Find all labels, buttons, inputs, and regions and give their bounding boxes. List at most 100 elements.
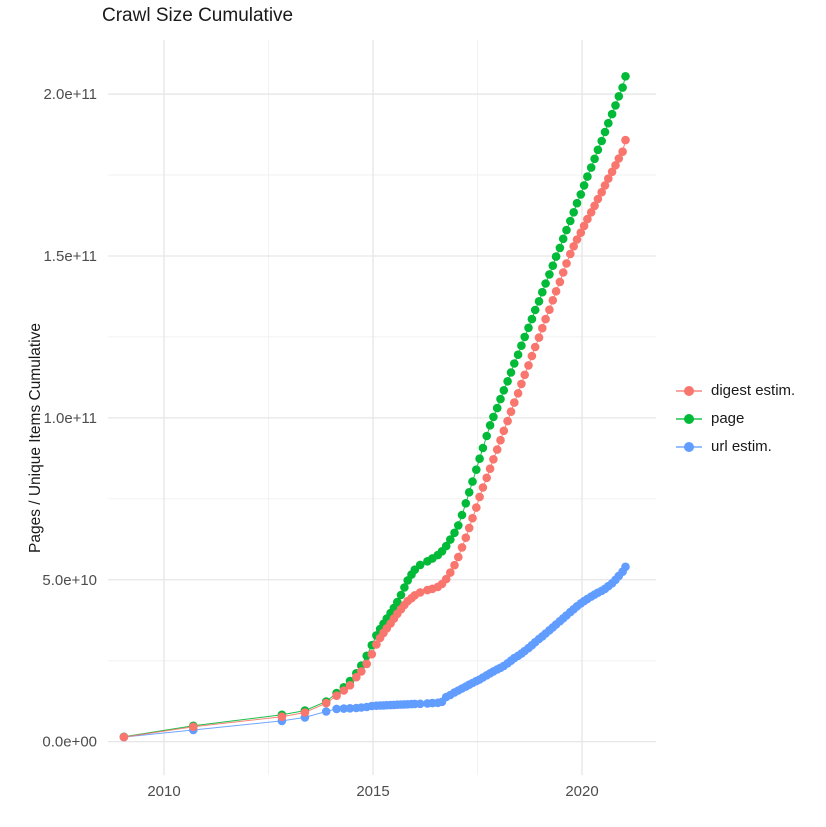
data-point: [482, 431, 492, 441]
data-point: [457, 543, 467, 552]
y-tick-label: 1.0e+11: [43, 410, 97, 427]
data-point: [527, 351, 537, 361]
chart-title: Crawl Size Cumulative: [102, 5, 294, 26]
data-point: [621, 72, 630, 81]
data-point: [478, 483, 488, 492]
legend-key-icon: [676, 381, 702, 400]
data-point: [506, 407, 516, 417]
data-point: [579, 181, 589, 190]
data-point: [545, 270, 554, 279]
series-points-page: [119, 72, 630, 742]
data-point: [597, 136, 606, 146]
legend: digest estim. page url estim.: [676, 381, 795, 456]
data-point: [607, 167, 617, 177]
data-point: [618, 83, 627, 92]
data-point: [548, 296, 558, 305]
data-point: [472, 465, 481, 475]
legend-label: digest estim.: [711, 382, 796, 399]
data-point: [367, 649, 377, 659]
data-point: [614, 92, 624, 101]
data-point: [321, 707, 331, 716]
data-point: [189, 722, 198, 732]
data-point: [415, 699, 425, 709]
data-point: [446, 568, 455, 577]
data-point: [441, 541, 451, 551]
data-point: [590, 154, 599, 164]
data-point: [492, 445, 502, 454]
y-tick-label: 1.5e+11: [43, 248, 97, 265]
data-point: [621, 562, 630, 572]
data-point: [621, 135, 630, 145]
data-point: [534, 333, 544, 342]
y-tick-label: 5.0e+10: [42, 572, 97, 589]
data-point: [506, 368, 516, 377]
x-tick-label: 2020: [565, 783, 598, 800]
data-point: [454, 521, 463, 530]
data-point: [576, 228, 586, 237]
data-point: [478, 443, 488, 453]
data-point: [520, 370, 529, 380]
data-point: [461, 533, 471, 542]
data-point: [541, 314, 550, 324]
data-point: [503, 416, 512, 426]
data-point: [496, 394, 505, 404]
data-point: [119, 732, 129, 742]
data-point: [517, 379, 526, 389]
y-tick-label: 2.0e+11: [43, 86, 97, 103]
data-point: [489, 455, 498, 464]
data-point: [551, 287, 561, 296]
data-point: [475, 454, 484, 464]
legend-key-icon: [676, 409, 702, 428]
data-point: [600, 127, 610, 137]
data-point: [597, 187, 606, 197]
data-point: [489, 412, 498, 422]
data-point: [593, 194, 603, 204]
data-point: [520, 332, 529, 342]
data-point: [566, 216, 575, 226]
data-point: [524, 323, 533, 333]
data-point: [590, 201, 599, 211]
data-point: [607, 109, 617, 119]
data-point: [339, 704, 349, 713]
data-point: [457, 510, 467, 520]
legend-key-dot: [684, 441, 694, 452]
data-point: [332, 691, 341, 700]
data-point: [339, 686, 349, 695]
data-point: [468, 513, 477, 523]
data-point: [485, 421, 495, 430]
data-point: [530, 305, 540, 315]
series-points-url-estim-: [119, 562, 630, 742]
data-point: [583, 214, 592, 224]
data-point: [464, 488, 474, 497]
data-point: [579, 221, 589, 231]
data-point: [372, 640, 381, 649]
y-tick-label: 0.0e+00: [42, 734, 97, 751]
data-point: [569, 208, 578, 217]
data-point: [566, 249, 575, 259]
data-point: [572, 235, 582, 244]
data-point: [555, 243, 565, 253]
data-point: [524, 361, 533, 370]
data-point: [586, 208, 596, 217]
data-point: [400, 583, 409, 592]
data-point: [454, 552, 463, 562]
data-point: [485, 464, 495, 474]
data-point: [482, 473, 492, 483]
data-point: [569, 242, 578, 251]
data-point: [513, 350, 523, 360]
data-point: [611, 101, 620, 110]
data-point: [530, 342, 540, 352]
x-tick-label: 2015: [356, 783, 389, 800]
data-point: [499, 386, 509, 395]
data-point: [277, 712, 287, 721]
data-point: [450, 528, 459, 538]
legend-key-dot: [684, 413, 694, 424]
data-point: [321, 698, 331, 708]
data-point: [538, 323, 547, 333]
data-point: [499, 426, 509, 436]
data-point: [510, 398, 519, 407]
data-point: [472, 503, 481, 512]
data-point: [513, 389, 523, 398]
data-point: [604, 174, 613, 183]
